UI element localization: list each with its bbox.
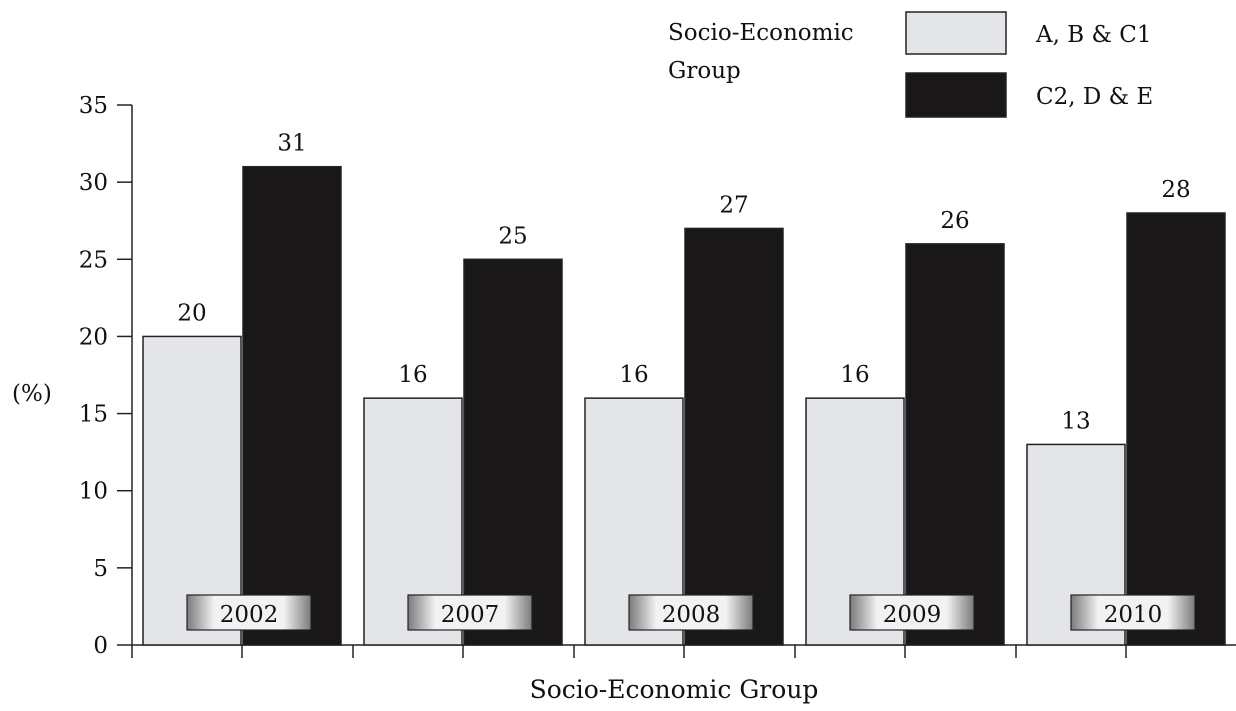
category-label-2007: 2007 (441, 602, 500, 628)
x-ticks (131, 645, 1127, 658)
legend: Socio-Economic Group A, B & C1 C2, D & E (668, 11, 1153, 118)
y-axis-label: (%) (12, 381, 52, 407)
category-box-2010 (1070, 594, 1196, 631)
data-label-abc1-2010: 13 (1061, 408, 1090, 434)
y-tick-label: 35 (79, 93, 108, 119)
legend-swatch-abc1 (905, 11, 1007, 55)
y-tick-label: 30 (79, 170, 108, 196)
y-ticks: 0 5 10 15 20 25 30 35 (79, 93, 132, 659)
y-tick-label: 20 (79, 324, 108, 350)
bar-c2de-2010 (1126, 212, 1226, 646)
data-label-c2de-2007: 25 (498, 223, 527, 249)
y-tick-label: 15 (79, 402, 108, 428)
data-label-c2de-2008: 27 (719, 192, 748, 218)
bar-c2de-2009 (905, 243, 1005, 646)
category-labels: 2002 2007 2008 2009 2010 (186, 594, 1196, 631)
data-label-abc1-2009: 16 (840, 362, 869, 388)
legend-label-c2de: C2, D & E (1036, 84, 1153, 110)
category-box-2002 (186, 594, 312, 631)
category-label-2008: 2008 (662, 602, 721, 628)
bars (142, 165, 1226, 646)
category-box-2009 (849, 594, 975, 631)
legend-swatch-c2de (905, 72, 1007, 118)
bar-c2de-2002 (242, 165, 342, 646)
y-tick-label: 0 (93, 633, 108, 659)
x-axis-title: Socio-Economic Group (530, 675, 819, 704)
bar-c2de-2008 (684, 227, 784, 646)
data-label-c2de-2009: 26 (940, 208, 969, 234)
y-tick-label: 10 (79, 479, 108, 505)
data-label-c2de-2010: 28 (1161, 177, 1190, 203)
data-label-abc1-2007: 16 (398, 362, 427, 388)
category-label-2002: 2002 (220, 602, 279, 628)
y-tick-label: 5 (93, 556, 108, 582)
category-label-2010: 2010 (1104, 602, 1163, 628)
bar-c2de-2007 (463, 258, 563, 646)
data-label-abc1-2008: 16 (619, 362, 648, 388)
category-box-2008 (628, 594, 754, 631)
legend-label-abc1: A, B & C1 (1035, 22, 1151, 48)
y-tick-label: 25 (79, 247, 108, 273)
legend-title-line2: Group (668, 58, 741, 84)
data-label-abc1-2002: 20 (177, 300, 206, 326)
data-label-c2de-2002: 31 (277, 131, 306, 157)
legend-title-line1: Socio-Economic (668, 20, 854, 46)
category-label-2009: 2009 (883, 602, 942, 628)
bar-abc1-2002 (142, 335, 242, 646)
category-box-2007 (407, 594, 533, 631)
data-labels: 20 31 16 25 16 27 16 26 13 28 (177, 131, 1190, 435)
